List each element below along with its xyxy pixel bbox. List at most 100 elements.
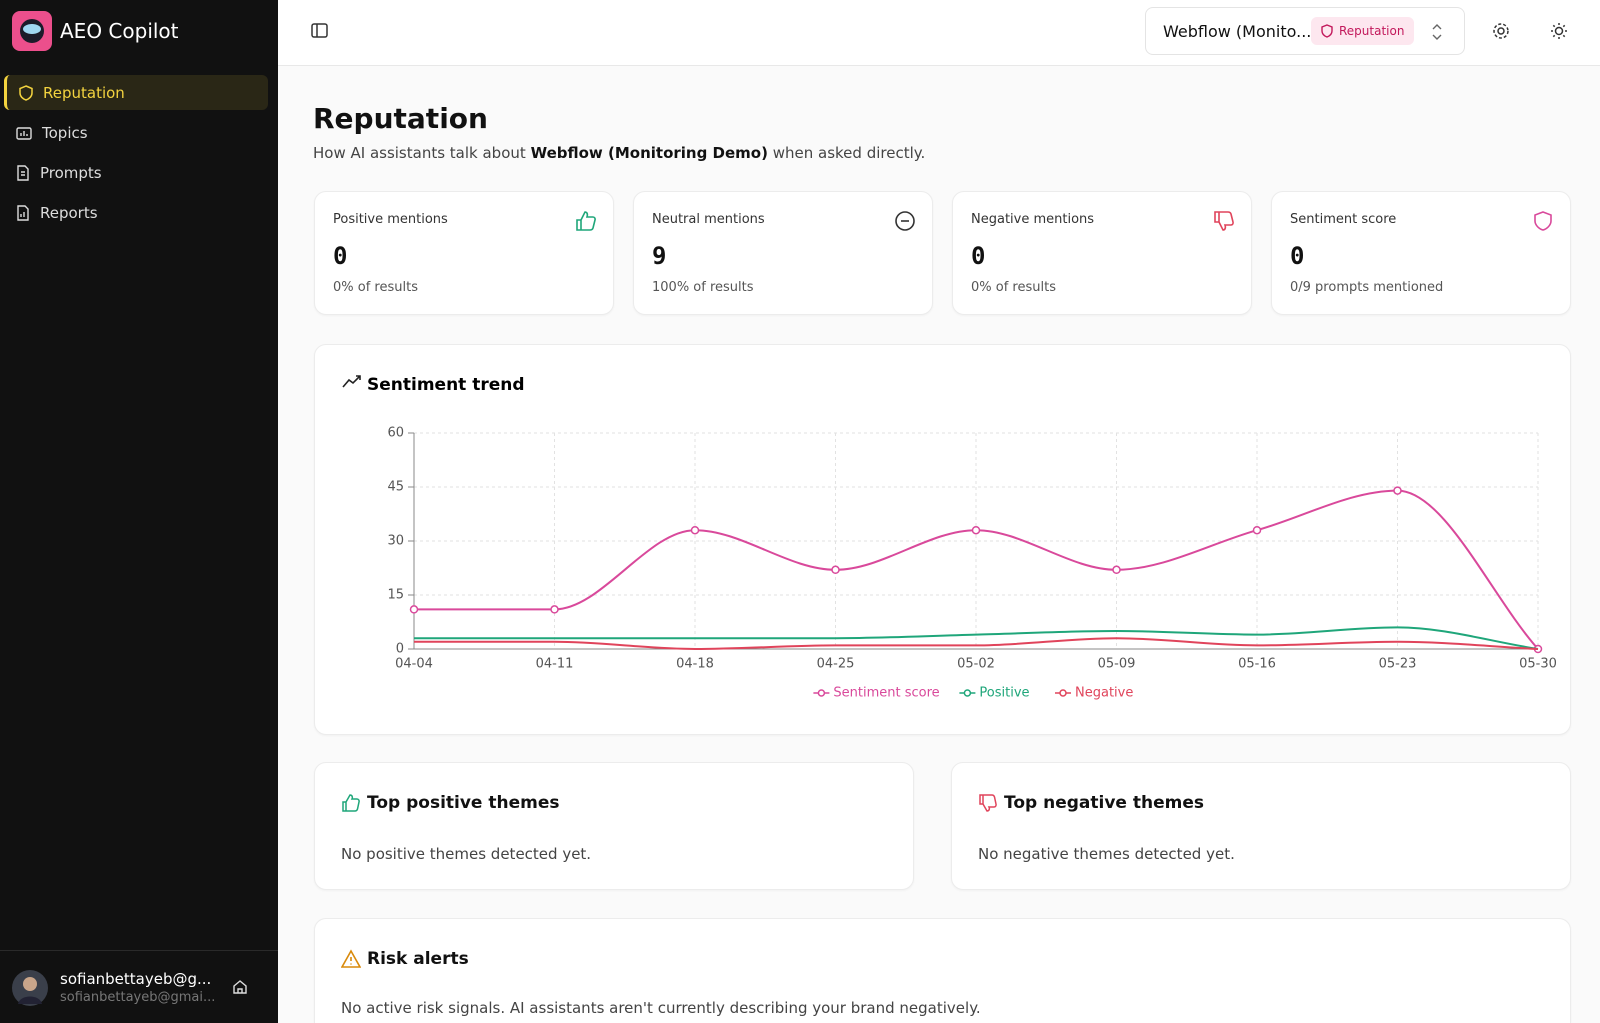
stat-value: 0 xyxy=(1290,242,1305,270)
card-title: Top negative themes xyxy=(1004,793,1204,813)
text: when asked directly. xyxy=(772,144,926,162)
point xyxy=(1112,565,1121,575)
y-tick-label: 30 xyxy=(387,534,404,549)
project-name: Webflow (Monito... xyxy=(1163,22,1312,41)
badge-text: Reputation xyxy=(1339,24,1405,38)
header: Webflow (Monito... Reputation xyxy=(278,0,1600,66)
stat-note: 100% of results xyxy=(652,280,754,295)
stat-value: 0 xyxy=(333,242,348,270)
stat-label: Positive mentions xyxy=(333,212,448,227)
y-tick-label: 45 xyxy=(387,480,404,495)
legend-label: Positive xyxy=(979,686,1029,701)
icon xyxy=(341,949,361,968)
stat-card: Positive mentions 0 0% of results xyxy=(314,191,614,315)
point xyxy=(1252,525,1262,535)
stat-value: 0 xyxy=(971,242,986,270)
user-name: sofianbettayeb@g... xyxy=(60,970,212,988)
x-tick-label: 05-30 xyxy=(1519,657,1557,672)
legend-marker xyxy=(817,689,826,697)
stat-label: Negative mentions xyxy=(971,212,1095,227)
stat-note: 0/9 prompts mentioned xyxy=(1290,280,1444,295)
sidebar-toggle[interactable] xyxy=(311,22,329,40)
stat-card: Sentiment score 0 0/9 prompts mentioned xyxy=(1271,191,1571,315)
y-tick-label: 15 xyxy=(387,588,404,603)
divider xyxy=(0,950,278,951)
point xyxy=(690,525,700,535)
icon xyxy=(895,211,915,231)
stat-note: 0% of results xyxy=(333,280,418,295)
nav-label: Reputation xyxy=(43,83,125,102)
point xyxy=(409,605,419,614)
sidebar: AEO Copilot Reputation Topics Prompts Re… xyxy=(0,0,278,1023)
stat-card: Negative mentions 0 0% of results xyxy=(952,191,1252,315)
x-tick-label: 05-16 xyxy=(1238,657,1276,672)
page-subtitle: How AI assistants talk about Webflow (Mo… xyxy=(313,144,925,162)
home-button[interactable] xyxy=(232,979,248,995)
nav-item[interactable]: Topics xyxy=(4,115,268,150)
point xyxy=(1393,486,1402,495)
icon xyxy=(1214,211,1234,231)
x-tick-label: 04-04 xyxy=(395,657,433,672)
icon xyxy=(1321,24,1333,38)
x-tick-label: 04-25 xyxy=(817,657,855,672)
empty-text: No active risk signals. AI assistants ar… xyxy=(341,999,981,1017)
icon xyxy=(19,84,33,101)
main: Webflow (Monito... Reputation Reputation… xyxy=(278,0,1600,1023)
icon xyxy=(17,204,29,221)
icon xyxy=(1534,211,1552,231)
settings-button[interactable] xyxy=(1492,22,1510,40)
nav-label: Topics xyxy=(42,123,88,142)
icon xyxy=(979,794,997,812)
x-tick-label: 04-18 xyxy=(676,657,714,672)
stat-card: Neutral mentions 9 100% of results xyxy=(633,191,933,315)
legend-marker xyxy=(1059,689,1067,697)
themes-card: Top positive themes No positive themes d… xyxy=(314,762,914,890)
project-selector[interactable]: Webflow (Monito... Reputation xyxy=(1145,7,1465,55)
x-tick-label: 05-09 xyxy=(1098,657,1136,672)
stat-label: Sentiment score xyxy=(1290,212,1397,227)
line xyxy=(414,489,1539,650)
trend-icon xyxy=(342,375,361,388)
card-title: Risk alerts xyxy=(367,949,469,969)
point xyxy=(971,525,981,535)
icon xyxy=(342,794,360,812)
empty-text: No positive themes detected yet. xyxy=(341,845,592,863)
legend-label: Sentiment score xyxy=(833,686,939,701)
nav-item[interactable]: Reports xyxy=(4,195,268,230)
risk-card: Risk alerts No active risk signals. AI a… xyxy=(314,918,1571,1023)
legend-marker xyxy=(963,689,972,697)
logo xyxy=(12,11,52,51)
empty-text: No negative themes detected yet. xyxy=(978,845,1235,863)
point xyxy=(550,605,559,614)
y-tick-label: 60 xyxy=(387,426,404,441)
nav-item[interactable]: Reputation xyxy=(4,75,268,110)
brand: AEO Copilot xyxy=(60,19,179,43)
icon xyxy=(576,211,596,231)
chart-title: Sentiment trend xyxy=(367,375,525,395)
chart-card: Sentiment trend 0 15 30 45 60 04-04 04-11 04-18… xyxy=(314,344,1571,735)
line xyxy=(414,637,1539,651)
badge: Reputation xyxy=(1311,17,1415,45)
text: How AI assistants talk about xyxy=(313,144,526,162)
themes-card: Top negative themes No negative themes d… xyxy=(951,762,1571,890)
theme-button[interactable] xyxy=(1550,22,1568,40)
x-tick-label: 05-23 xyxy=(1379,657,1417,672)
stat-label: Neutral mentions xyxy=(652,212,765,227)
point xyxy=(831,565,840,575)
y-tick-label: 0 xyxy=(396,642,404,657)
stat-value: 9 xyxy=(652,242,667,270)
nav-label: Prompts xyxy=(40,163,102,182)
chevrons xyxy=(1432,24,1442,40)
icon xyxy=(17,164,29,181)
x-tick-label: 04-11 xyxy=(536,657,574,672)
x-tick-label: 05-02 xyxy=(957,657,995,672)
avatar[interactable] xyxy=(12,970,48,1006)
brand-name: Webflow (Monitoring Demo) xyxy=(530,144,768,162)
legend-label: Negative xyxy=(1075,686,1133,701)
user-email: sofianbettayeb@gmai... xyxy=(60,990,216,1005)
nav-item[interactable]: Prompts xyxy=(4,155,268,190)
page-title: Reputation xyxy=(313,102,488,135)
stat-note: 0% of results xyxy=(971,280,1056,295)
